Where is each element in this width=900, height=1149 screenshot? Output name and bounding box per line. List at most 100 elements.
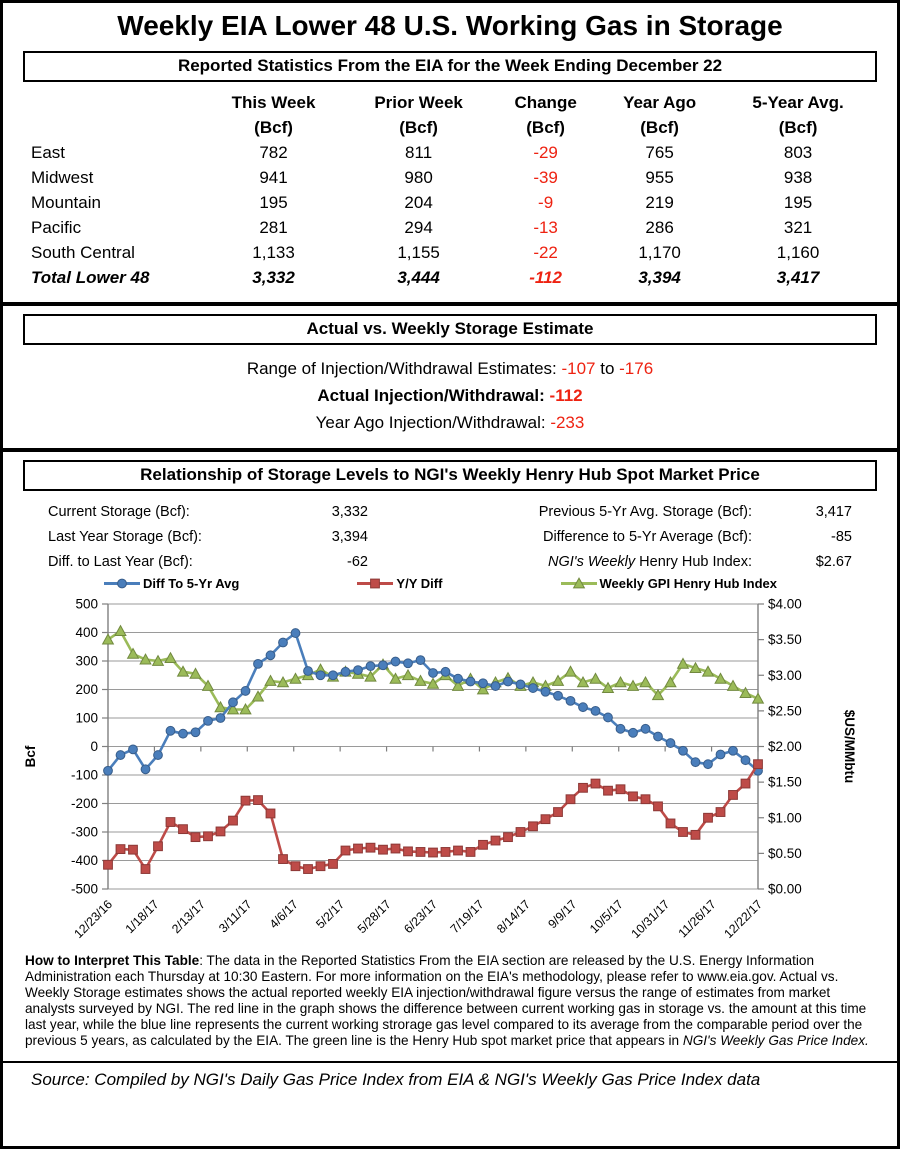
change-value: -13 xyxy=(533,217,558,237)
legend-label: Weekly GPI Henry Hub Index xyxy=(599,576,777,591)
divider-bar xyxy=(3,302,897,306)
svg-text:8/14/17: 8/14/17 xyxy=(494,897,533,936)
storage-table-units-row: (Bcf) (Bcf) (Bcf) (Bcf) (Bcf) xyxy=(31,115,875,140)
range-to-text: to xyxy=(595,359,620,378)
svg-text:$0.50: $0.50 xyxy=(768,846,802,861)
column-header: 5-Year Avg. xyxy=(752,92,844,112)
stat-value: $2.67 xyxy=(815,554,852,570)
table-cell: 955 xyxy=(645,167,674,187)
svg-text:4/6/17: 4/6/17 xyxy=(267,897,301,931)
right-axis: $4.00 $3.50 $3.00 $2.50 $2.00 $1.50 $1.00 $0.50… xyxy=(758,597,802,897)
column-unit: (Bcf) xyxy=(640,117,679,137)
table-cell: 281 xyxy=(259,217,288,237)
stat-label: Previous 5-Yr Avg. Storage (Bcf): xyxy=(538,504,752,520)
svg-text:$2.50: $2.50 xyxy=(768,703,802,718)
storage-table: This Week Prior Week Change Year Ago 5-Year … xyxy=(31,90,875,290)
svg-text:12/22/17: 12/22/17 xyxy=(721,897,765,941)
stat-value: -62 xyxy=(347,554,368,570)
range-high-value: -176 xyxy=(619,359,654,378)
table-cell: 3,394 xyxy=(638,267,681,287)
interpretation-lead: How to Interpret This Table xyxy=(25,953,200,968)
table-cell: 3,444 xyxy=(397,267,440,287)
region-column-spacer xyxy=(31,115,203,140)
table-cell: 782 xyxy=(259,142,288,162)
svg-text:400: 400 xyxy=(75,625,98,640)
svg-text:$0.00: $0.00 xyxy=(768,882,802,897)
svg-text:$1.00: $1.00 xyxy=(768,810,802,825)
svg-text:300: 300 xyxy=(75,654,98,669)
storage-table-header-row: This Week Prior Week Change Year Ago 5-Year … xyxy=(31,90,875,115)
change-value: -112 xyxy=(529,267,562,287)
svg-text:0: 0 xyxy=(90,739,98,754)
region-label: South Central xyxy=(31,242,135,262)
section1-header-text: Reported Statistics From the EIA for the… xyxy=(177,56,723,75)
stat-label: Current Storage (Bcf): xyxy=(48,504,190,520)
actual-label: Actual Injection/Withdrawal: xyxy=(317,386,550,405)
table-row: Mountain 195 204 -9 219 195 xyxy=(31,190,875,215)
table-cell: 204 xyxy=(404,192,433,212)
storage-price-chart: 500 400 300 200 100 0 -100 -200 -300 -400 -500 $4.0… xyxy=(23,597,857,941)
x-axis-labels: 12/23/16 1/18/17 2/13/17 3/11/17 4/6/17 5/2/1… xyxy=(71,746,765,941)
svg-text:-400: -400 xyxy=(71,853,98,868)
svg-text:$4.00: $4.00 xyxy=(768,597,802,612)
svg-text:5/28/17: 5/28/17 xyxy=(355,897,394,936)
table-cell: 765 xyxy=(645,142,674,162)
svg-text:6/23/17: 6/23/17 xyxy=(401,897,440,936)
change-value: -22 xyxy=(533,242,558,262)
table-cell: 286 xyxy=(645,217,674,237)
table-cell: 1,160 xyxy=(776,242,820,262)
legend-label: Diff To 5-Yr Avg xyxy=(143,576,240,591)
estimates-block: Range of Injection/Withdrawal Estimates:… xyxy=(3,355,897,436)
table-cell: 321 xyxy=(783,217,813,237)
svg-text:$US/MMbtu: $US/MMbtu xyxy=(842,710,857,784)
change-value: -9 xyxy=(538,192,554,212)
legend-item-henry-hub-index: Weekly GPI Henry Hub Index xyxy=(560,576,777,591)
report-page: Weekly EIA Lower 48 U.S. Working Gas in … xyxy=(3,10,897,1098)
source-line: Source: Compiled by NGI's Daily Gas Pric… xyxy=(3,1061,897,1098)
storage-table-head: This Week Prior Week Change Year Ago 5-Year … xyxy=(31,90,875,140)
svg-text:5/2/17: 5/2/17 xyxy=(313,897,347,931)
stat-label: Last Year Storage (Bcf): xyxy=(48,529,202,545)
range-low-value: -107 xyxy=(561,359,596,378)
column-unit: (Bcf) xyxy=(399,117,438,137)
svg-text:-300: -300 xyxy=(71,825,98,840)
legend-label: Y/Y Diff xyxy=(396,576,443,591)
svg-text:-200: -200 xyxy=(71,796,98,811)
table-row: East 782 811 -29 765 803 xyxy=(31,140,875,165)
section3-header-text: Relationship of Storage Levels to NGI's … xyxy=(140,465,760,484)
section2-header: Actual vs. Weekly Storage Estimate xyxy=(23,314,877,345)
table-cell: 3,417 xyxy=(776,267,820,287)
estimate-range-line: Range of Injection/Withdrawal Estimates:… xyxy=(3,355,897,382)
stat-label: Diff. to Last Year (Bcf): xyxy=(48,554,193,570)
stat-value: 3,394 xyxy=(331,529,368,545)
svg-text:3/11/17: 3/11/17 xyxy=(216,897,254,935)
table-cell: 219 xyxy=(645,192,674,212)
svg-text:9/9/17: 9/9/17 xyxy=(545,897,579,931)
stat-label: Difference to 5-Yr Average (Bcf): xyxy=(542,529,752,545)
table-row: South Central 1,133 1,155 -22 1,170 1,160 xyxy=(31,240,875,265)
table-cell: 811 xyxy=(405,142,433,162)
section1-header: Reported Statistics From the EIA for the… xyxy=(23,51,877,82)
section2-header-text: Actual vs. Weekly Storage Estimate xyxy=(306,319,594,338)
year-ago-injection-line: Year Ago Injection/Withdrawal: -233 xyxy=(3,409,897,436)
column-header: Prior Week xyxy=(374,92,463,112)
legend-item-yy-diff: Y/Y Diff xyxy=(356,576,442,591)
svg-text:7/19/17: 7/19/17 xyxy=(448,897,487,936)
stat-value: 3,332 xyxy=(331,504,368,520)
region-label: East xyxy=(31,142,66,162)
svg-text:11/26/17: 11/26/17 xyxy=(676,897,719,940)
svg-text:Bcf: Bcf xyxy=(23,745,38,767)
table-row: Pacific 281 294 -13 286 321 xyxy=(31,215,875,240)
actual-injection-line: Actual Injection/Withdrawal: -112 xyxy=(3,382,897,409)
chart-legend: Diff To 5-Yr Avg Y/Y Diff Weekly GPI Henry… xyxy=(103,576,777,591)
range-label: Range of Injection/Withdrawal Estimates: xyxy=(246,359,562,378)
line-triangle-marker-icon xyxy=(560,577,597,589)
svg-text:1/18/17: 1/18/17 xyxy=(123,897,162,936)
column-header: Change xyxy=(514,92,577,112)
legend-item-diff-to-5yr: Diff To 5-Yr Avg xyxy=(103,576,239,591)
svg-text:-100: -100 xyxy=(71,768,98,783)
interpretation-text: How to Interpret This Table: The data in… xyxy=(25,953,875,1049)
year-ago-label: Year Ago Injection/Withdrawal: xyxy=(315,413,551,432)
svg-text:2/13/17: 2/13/17 xyxy=(169,897,208,936)
actual-value: -112 xyxy=(549,386,583,405)
